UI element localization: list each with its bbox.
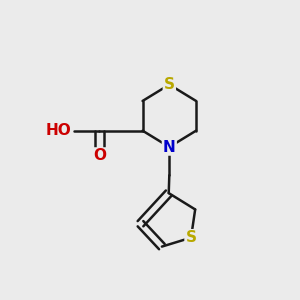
Text: S: S: [185, 230, 197, 245]
Text: N: N: [163, 140, 176, 154]
Text: HO: HO: [46, 123, 71, 138]
Text: O: O: [93, 148, 106, 164]
Text: S: S: [164, 77, 175, 92]
